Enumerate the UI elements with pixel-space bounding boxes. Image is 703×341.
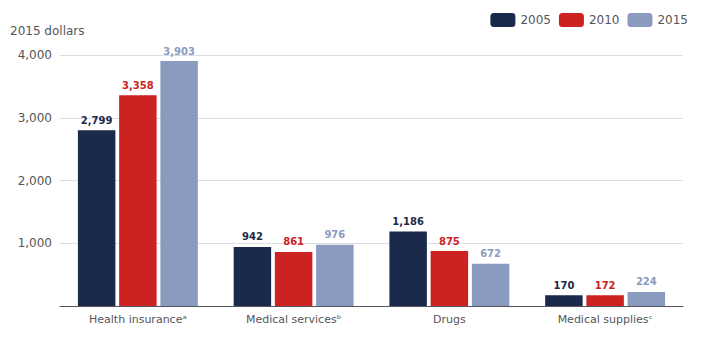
svg-text:875: 875 bbox=[439, 236, 460, 247]
svg-text:3,903: 3,903 bbox=[163, 46, 195, 57]
svg-text:2005: 2005 bbox=[520, 13, 551, 27]
svg-text:3,000: 3,000 bbox=[18, 111, 52, 125]
svg-text:172: 172 bbox=[595, 280, 616, 291]
svg-text:Health insuranceᵃ: Health insuranceᵃ bbox=[89, 313, 187, 326]
svg-text:2015 dollars: 2015 dollars bbox=[10, 24, 85, 38]
svg-text:224: 224 bbox=[636, 276, 657, 287]
svg-text:1,186: 1,186 bbox=[392, 216, 424, 227]
svg-text:2010: 2010 bbox=[589, 13, 620, 27]
svg-text:Drugs: Drugs bbox=[433, 313, 466, 326]
svg-text:Medical suppliesᶜ: Medical suppliesᶜ bbox=[558, 313, 653, 326]
svg-text:976: 976 bbox=[324, 229, 345, 240]
svg-text:2015: 2015 bbox=[657, 13, 688, 27]
svg-text:4,000: 4,000 bbox=[18, 48, 52, 62]
svg-text:672: 672 bbox=[480, 248, 501, 259]
svg-text:1,000: 1,000 bbox=[18, 236, 52, 250]
svg-text:861: 861 bbox=[283, 236, 304, 247]
svg-text:3,358: 3,358 bbox=[122, 80, 154, 91]
svg-text:942: 942 bbox=[242, 231, 263, 242]
svg-text:2,000: 2,000 bbox=[18, 174, 52, 188]
svg-text:170: 170 bbox=[553, 280, 574, 291]
svg-text:2,799: 2,799 bbox=[81, 115, 113, 126]
svg-text:Medical servicesᵇ: Medical servicesᵇ bbox=[246, 313, 342, 326]
